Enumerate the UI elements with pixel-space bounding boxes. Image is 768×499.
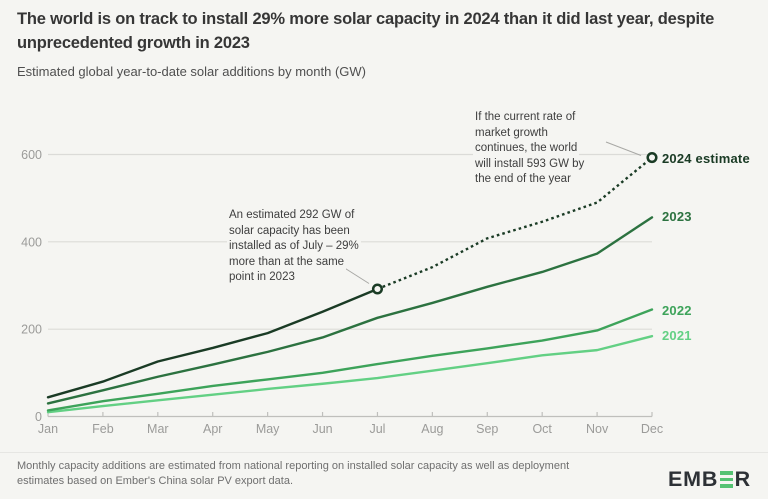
annotation-december-line: continues, the world: [473, 141, 580, 157]
y-tick-label: 200: [21, 323, 42, 337]
x-tick-label: Jun: [312, 422, 332, 436]
ember-logo: EMB R: [668, 467, 751, 492]
x-tick-label: Mar: [147, 422, 169, 436]
data-point-marker-2024-projection-Dec: [646, 152, 658, 164]
page-subtitle: Estimated global year-to-date solar addi…: [17, 64, 366, 79]
series-line-2021: [46, 334, 654, 414]
footer-divider: [0, 452, 768, 453]
series-label-2022: 2022: [662, 303, 692, 318]
ember-logo-text-right: R: [734, 467, 751, 491]
series-line-2023: [46, 216, 654, 405]
source-note-line: Monthly capacity additions are estimated…: [17, 460, 570, 472]
x-tick-label: Sep: [476, 422, 498, 436]
page-title: The world is on track to install 29% mor…: [17, 10, 715, 52]
annotation-july-line: more than at the same: [227, 254, 347, 270]
annotation-july-line: installed as of July – 29%: [227, 239, 361, 255]
x-tick-label: Dec: [641, 422, 663, 436]
x-tick-label: Oct: [532, 422, 552, 436]
annotation-december: If the current rate of market growth con…: [473, 110, 613, 188]
series-line-2024-actual: [46, 287, 379, 399]
x-tick-label: May: [256, 422, 280, 436]
source-note-line: estimates based on Ember's China solar P…: [17, 475, 294, 488]
x-tick-label: Aug: [421, 422, 443, 436]
annotation-july-line: An estimated 292 GW of: [227, 208, 357, 224]
x-tick-label: Feb: [92, 422, 114, 436]
annotation-december-line: market growth: [473, 125, 550, 141]
annotation-july-line: point in 2023: [227, 270, 297, 286]
series-label-2023: 2023: [662, 209, 692, 224]
ember-logo-text-left: EMB: [667, 467, 719, 491]
x-tick-label: Nov: [586, 422, 609, 436]
x-axis-labels: Jan Feb Mar Apr May Jun Jul Aug Sep Oct Nov Dec: [38, 422, 663, 436]
annotation-december-line: If the current rate of: [473, 110, 578, 126]
x-tick-label: Jan: [38, 422, 58, 436]
data-point-marker-2024-projection-Jul: [371, 283, 384, 295]
annotation-december-line: will install 593 GW by: [473, 156, 587, 172]
x-tick-label: Apr: [203, 422, 222, 436]
y-tick-label: 400: [21, 235, 42, 249]
annotation-leader-lines: [342, 141, 642, 284]
annotation-december-line: the end of the year: [473, 172, 573, 188]
y-tick-label: 600: [21, 148, 42, 162]
series-label-2021: 2021: [662, 328, 692, 343]
series-line-2024-projection: [377, 156, 653, 291]
x-axis: [47, 412, 653, 418]
series-label-2024-estimate: 2024 estimate: [662, 151, 750, 166]
annotation-july: An estimated 292 GW of solar capacity ha…: [227, 208, 387, 286]
y-axis-labels: 0 200 400 600: [21, 148, 42, 424]
y-tick-label: 0: [35, 410, 42, 424]
ember-logo-e-icon: [720, 471, 733, 488]
x-tick-label: Jul: [369, 422, 385, 436]
annotation-july-line: solar capacity has been: [227, 223, 352, 239]
source-note: Monthly capacity additions are estimated…: [17, 459, 657, 490]
series-line-2022: [46, 308, 654, 412]
